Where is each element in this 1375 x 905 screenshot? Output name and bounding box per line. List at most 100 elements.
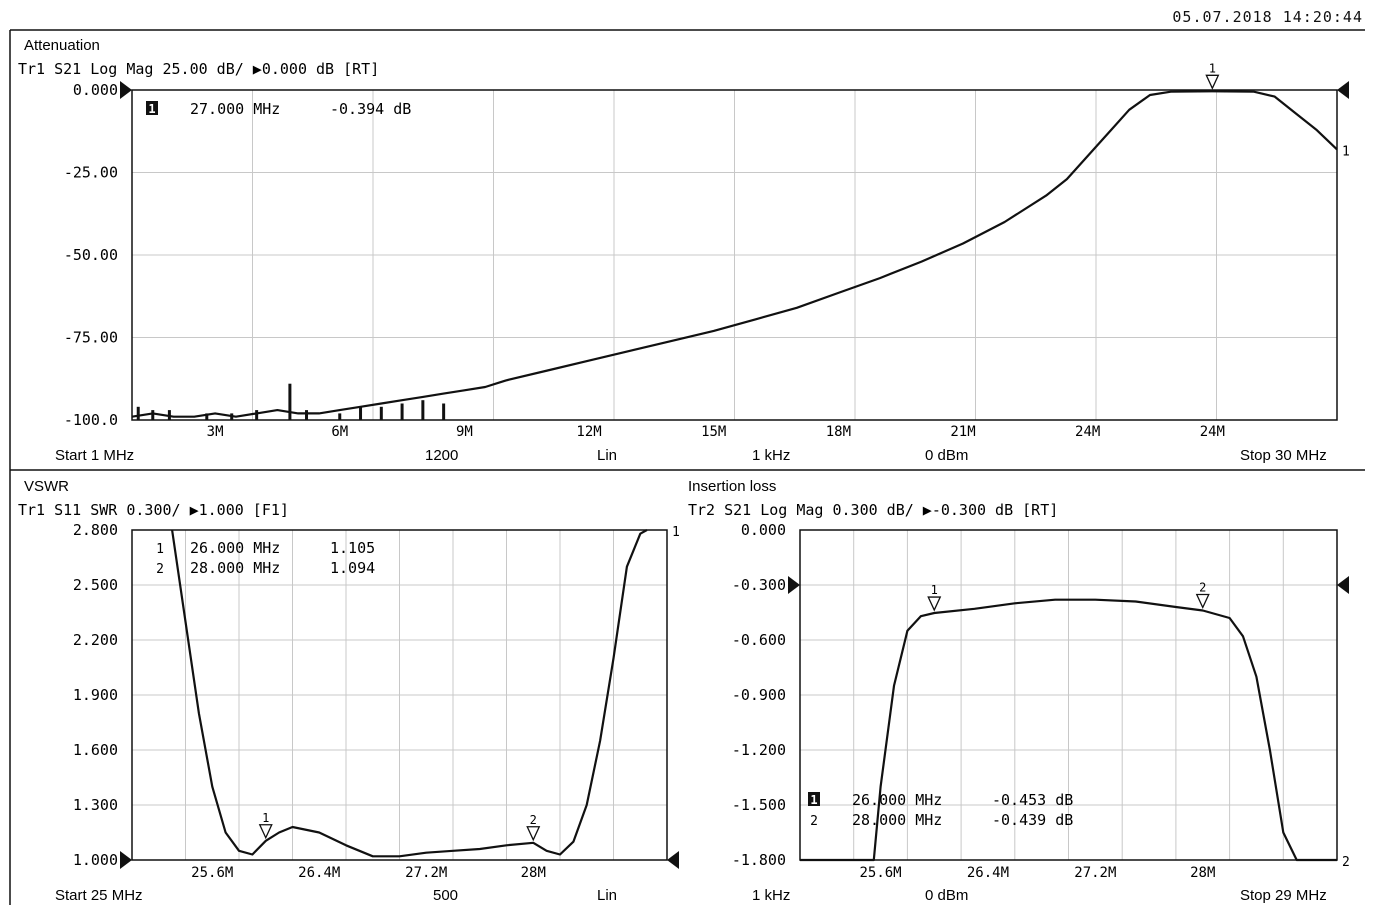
x-tick-label: 6M (331, 424, 348, 440)
trace-info: Tr1 S21 Log Mag 25.00 dB/ ▶0.000 dB [RT] (18, 60, 379, 78)
y-tick-label: -75.00 (64, 329, 118, 347)
marker-triangle (927, 596, 942, 612)
trace-info: Tr1 S11 SWR 0.300/ ▶1.000 [F1] (18, 501, 289, 519)
marker-label: 2 (530, 813, 537, 827)
marker-label: 1 (1209, 61, 1216, 75)
chart-panel-1: Attenuation Tr1 S21 Log Mag 25.00 dB/ ▶0.… (18, 37, 1350, 464)
x-tick-label: 26.4M (298, 865, 340, 881)
plot-frame (131, 89, 1338, 421)
footer-label: Stop 29 MHz (1240, 887, 1327, 904)
reference-arrow-left (120, 851, 132, 869)
series-line-1 (131, 90, 1338, 418)
x-tick-label: 3M (207, 424, 224, 440)
y-tick-label: 1.300 (73, 796, 118, 814)
trace-info: Tr2 S21 Log Mag 0.300 dB/ ▶-0.300 dB [RT… (688, 501, 1058, 519)
footer-label: Stop 30 MHz (1240, 447, 1327, 464)
trace-end-label: 1 (672, 525, 680, 540)
y-tick-label: 2.500 (73, 576, 118, 594)
marker-label: 2 (1199, 580, 1206, 594)
active-marker-box (146, 101, 158, 115)
trace-end-label: 2 (1342, 855, 1350, 870)
chart-title: Attenuation (24, 37, 100, 54)
x-tick-label: 26.4M (967, 865, 1009, 881)
readout-frequency: 26.000 MHz (852, 791, 942, 809)
timestamp: 05.07.2018 14:20:44 (1172, 8, 1363, 26)
y-tick-label: 0.000 (73, 81, 118, 99)
x-tick-label: 12M (576, 424, 601, 440)
marker-triangle (258, 824, 273, 840)
active-marker-box (808, 792, 820, 806)
readout-frequency: 27.000 MHz (190, 100, 280, 118)
x-tick-label: 28M (521, 865, 546, 881)
readout-frequency: 28.000 MHz (852, 811, 942, 829)
x-tick-label: 24M (1075, 424, 1100, 440)
marker-label: 1 (262, 811, 269, 825)
y-tick-label: -0.900 (732, 686, 786, 704)
x-tick-label: 25.6M (859, 865, 901, 881)
readout-frequency: 28.000 MHz (190, 559, 280, 577)
readout-value: 1.094 (330, 559, 375, 577)
readout-id: 2 (810, 814, 818, 829)
reference-arrow-left (788, 576, 800, 594)
footer-label: Start 25 MHz (55, 887, 143, 904)
y-tick-label: -0.300 (732, 576, 786, 594)
y-tick-label: -50.00 (64, 246, 118, 264)
x-tick-label: 18M (826, 424, 851, 440)
readout-id: 1 (148, 102, 155, 116)
x-tick-label: 27.2M (405, 865, 447, 881)
y-tick-label: -1.200 (732, 741, 786, 759)
marker-label: 1 (931, 583, 938, 597)
y-tick-label: -0.600 (732, 631, 786, 649)
y-tick-label: -100.0 (64, 411, 118, 429)
marker-triangle (1205, 74, 1220, 90)
y-tick-label: -25.00 (64, 164, 118, 182)
x-tick-label: 9M (456, 424, 473, 440)
y-tick-label: 1.600 (73, 741, 118, 759)
reference-arrow-right (1337, 576, 1349, 594)
footer-label: 1 kHz (752, 887, 790, 904)
trace-end-label: 1 (1342, 144, 1350, 159)
series-line-1 (171, 529, 648, 858)
footer-label: 1200 (425, 447, 458, 464)
footer-label: 0 dBm (925, 887, 968, 904)
plot-frame (131, 529, 668, 861)
plot-frame (799, 529, 1338, 861)
y-tick-label: 1.900 (73, 686, 118, 704)
readout-id: 2 (156, 562, 164, 577)
y-tick-label: -1.800 (732, 851, 786, 869)
x-tick-label: 27.2M (1074, 865, 1116, 881)
x-tick-label: 25.6M (191, 865, 233, 881)
series-line-1 (800, 598, 1337, 862)
readout-frequency: 26.000 MHz (190, 539, 280, 557)
footer-label: Start 1 MHz (55, 447, 134, 464)
y-tick-label: 1.000 (73, 851, 118, 869)
reference-arrow-right (667, 851, 679, 869)
chart-panel-3: Insertion loss Tr2 S21 Log Mag 0.300 dB/ … (688, 478, 1350, 904)
footer-label: Lin (597, 447, 617, 464)
readout-value: 1.105 (330, 539, 375, 557)
marker-triangle (1195, 593, 1210, 610)
y-tick-label: -1.500 (732, 796, 786, 814)
x-tick-label: 24M (1200, 424, 1225, 440)
y-tick-label: 0.000 (741, 521, 786, 539)
readout-value: -0.439 dB (992, 811, 1073, 829)
chart-title: VSWR (24, 478, 69, 495)
y-tick-label: 2.200 (73, 631, 118, 649)
footer-label: 500 (433, 887, 458, 904)
readout-value: -0.453 dB (992, 791, 1073, 809)
footer-label: Lin (597, 887, 617, 904)
readout-id: 1 (810, 793, 817, 807)
chart-title: Insertion loss (688, 478, 776, 495)
x-tick-label: 28M (1190, 865, 1215, 881)
reference-arrow-left (120, 81, 132, 99)
readout-id: 1 (156, 542, 164, 557)
x-tick-label: 21M (950, 424, 975, 440)
reference-arrow-right (1337, 81, 1349, 99)
marker-triangle (526, 826, 541, 842)
footer-label: 0 dBm (925, 447, 968, 464)
footer-label: 1 kHz (752, 447, 790, 464)
y-tick-label: 2.800 (73, 521, 118, 539)
readout-value: -0.394 dB (330, 100, 411, 118)
x-tick-label: 15M (701, 424, 726, 440)
